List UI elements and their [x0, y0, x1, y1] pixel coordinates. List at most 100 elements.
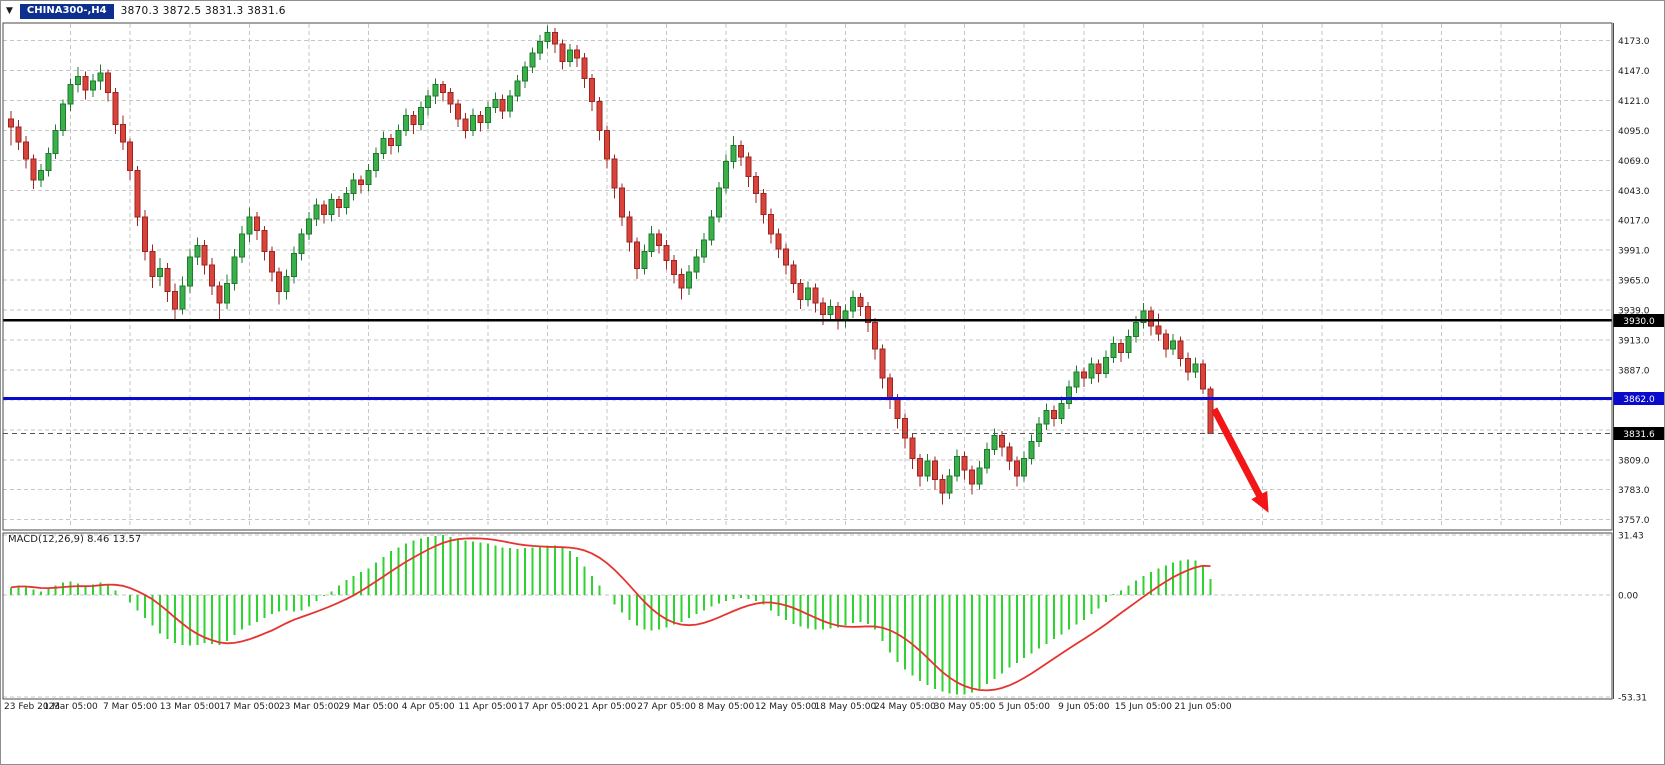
time-tick-label: 4 Apr 05:00 [402, 702, 455, 712]
time-tick-label: 23 Feb 2023 [4, 702, 60, 712]
candle-down [604, 129, 610, 160]
price-chart-canvas[interactable]: 31.430.00-53.314173.04147.04121.04095.04… [1, 21, 1665, 765]
candle-up [983, 448, 990, 469]
time-tick-label: 24 May 05:00 [874, 702, 936, 712]
candle-up [522, 66, 529, 82]
candle-up [544, 31, 551, 43]
candle-down [335, 198, 342, 209]
candle-down [358, 179, 365, 186]
candle-down [201, 245, 208, 266]
time-tick-label: 27 Apr 05:00 [637, 702, 696, 712]
candle-down [618, 187, 625, 218]
candle-down [1013, 460, 1020, 477]
candle-up [186, 256, 193, 287]
candle-down [1177, 340, 1184, 359]
candle-down [745, 156, 752, 177]
horizontal-level-lines[interactable] [3, 319, 1612, 435]
candle-up [484, 106, 491, 123]
candle-down [209, 264, 216, 287]
candle-up [842, 310, 849, 321]
candle-up [954, 455, 961, 477]
candle-down [931, 460, 938, 480]
candle-up [1170, 340, 1177, 350]
candle-down [119, 124, 126, 143]
candle-up [730, 144, 737, 162]
candle-down [574, 49, 581, 59]
candle-down [998, 435, 1005, 448]
candle-up [1036, 423, 1043, 442]
price-axis: 4173.0 4147.0 4121.0 4095.0 4069.0 4043.0 4017… [1613, 37, 1664, 526]
candle-down [559, 43, 566, 62]
price-badge-label: 3831.6 [1623, 430, 1655, 440]
price-badge-label: 3862.0 [1623, 395, 1655, 405]
candle-up [507, 95, 514, 112]
time-tick-label: 5 Jun 05:00 [998, 702, 1050, 712]
time-tick-label: 29 Mar 05:00 [339, 702, 399, 712]
candle-down [216, 285, 223, 304]
candle-down [864, 306, 871, 324]
candle-up [306, 218, 312, 235]
price-tick-label: 3757.0 [1618, 516, 1650, 526]
candle-up [425, 95, 432, 108]
candle-up [723, 160, 730, 189]
candle-up [194, 245, 201, 258]
candle-down [916, 458, 923, 477]
candle-down [1155, 325, 1162, 335]
candle-up [1192, 363, 1199, 373]
candle-down [410, 114, 417, 126]
candle-up [157, 268, 163, 278]
price-tick-label: 3887.0 [1618, 366, 1650, 376]
candle-down [611, 158, 618, 189]
time-tick-label: 18 May 05:00 [815, 702, 877, 712]
candle-down [149, 250, 156, 278]
candle-up [1140, 310, 1147, 324]
candle-down [268, 250, 275, 273]
time-tick-label: 11 Apr 05:00 [458, 702, 517, 712]
candle-down [1185, 357, 1192, 373]
candle-up [179, 285, 186, 310]
price-tick-label: 4173.0 [1618, 37, 1650, 47]
price-tick-label: 4147.0 [1618, 67, 1650, 77]
candle-up [52, 129, 59, 154]
price-tick-label: 3991.0 [1618, 247, 1650, 257]
candle-up [991, 435, 998, 450]
candle-down [1051, 409, 1057, 419]
candle-up [946, 475, 953, 494]
candle-up [1125, 336, 1132, 354]
candle-up [715, 187, 722, 218]
candle-down [656, 233, 663, 247]
price-tick-label: 3939.0 [1618, 307, 1650, 317]
trend-arrow[interactable] [1211, 407, 1269, 513]
candle-up [529, 52, 536, 68]
time-tick-label: 21 Apr 05:00 [578, 702, 637, 712]
candle-down [820, 302, 827, 316]
candle-up [1043, 409, 1050, 425]
candle-up [60, 103, 67, 131]
candle-up [224, 283, 231, 304]
macd-panel: 31.43 0.00 -53.31 [3, 532, 1647, 704]
candle-down [894, 398, 901, 419]
candle-down [909, 437, 916, 460]
price-tick-label: 4121.0 [1618, 97, 1650, 107]
candle-down [253, 216, 260, 232]
candle-down [589, 78, 596, 103]
candle-down [581, 57, 588, 80]
candle-down [857, 296, 864, 308]
candle-up [432, 83, 439, 97]
candle-up [708, 216, 715, 241]
candle-down [447, 91, 454, 105]
symbol-dropdown-icon[interactable]: ▼ [6, 5, 13, 16]
candle-down [499, 98, 506, 112]
candle-down [887, 377, 894, 400]
price-tick-label: 4043.0 [1618, 187, 1650, 197]
candle-up [700, 239, 707, 258]
candle-up [693, 256, 700, 273]
time-tick-label: 17 Apr 05:00 [518, 702, 577, 712]
time-tick-label: 30 May 05:00 [934, 702, 996, 712]
symbol-timeframe-tab[interactable]: CHINA300-,H4 [19, 3, 114, 19]
candle-up [1110, 342, 1117, 358]
candle-down [902, 417, 908, 439]
candle-up [924, 460, 931, 477]
candle-up [1103, 356, 1110, 374]
candle-down [678, 273, 685, 289]
